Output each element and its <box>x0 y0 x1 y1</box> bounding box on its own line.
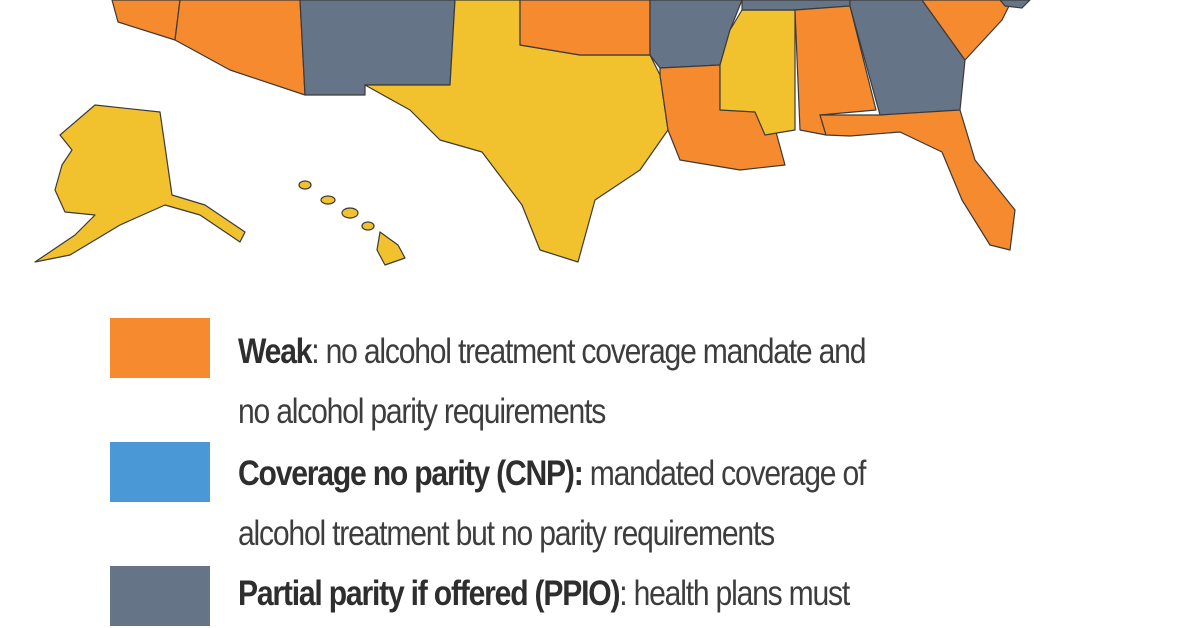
state <box>719 9 796 136</box>
legend-text: : health plans must <box>619 574 850 613</box>
legend-line: Partial parity if offered (PPIO): health… <box>238 574 850 614</box>
state <box>921 0 1013 61</box>
state <box>999 0 1031 9</box>
hawaii <box>341 207 359 219</box>
legend-text: no alcohol parity requirements <box>238 392 606 431</box>
legend-swatch <box>110 318 210 378</box>
hawaii <box>298 180 312 190</box>
legend-label: Weak <box>238 332 312 371</box>
legend-line: no alcohol parity requirements <box>238 392 606 432</box>
map <box>34 0 1031 266</box>
legend-line: Weak: no alcohol treatment coverage mand… <box>238 332 866 372</box>
state <box>111 0 181 41</box>
state <box>819 109 1016 251</box>
state <box>519 0 651 56</box>
legend-label: Partial parity if offered (PPIO) <box>238 574 620 613</box>
hawaii <box>376 231 406 266</box>
legend-line: Coverage no parity (CNP): mandated cover… <box>238 454 867 494</box>
legend-text: mandated coverage of <box>582 454 867 493</box>
legend-label: Coverage no parity (CNP): <box>238 454 584 493</box>
legend-text: : no alcohol treatment coverage mandate … <box>311 332 866 371</box>
alaska <box>34 104 246 263</box>
state <box>299 0 456 96</box>
hawaii <box>320 195 336 205</box>
hawaii <box>361 221 375 231</box>
legend-line: alcohol treatment but no parity requirem… <box>238 514 775 554</box>
state <box>174 0 306 96</box>
legend-swatch <box>110 566 210 626</box>
legend-swatch <box>110 442 210 502</box>
legend-text: alcohol treatment but no parity requirem… <box>238 514 775 553</box>
